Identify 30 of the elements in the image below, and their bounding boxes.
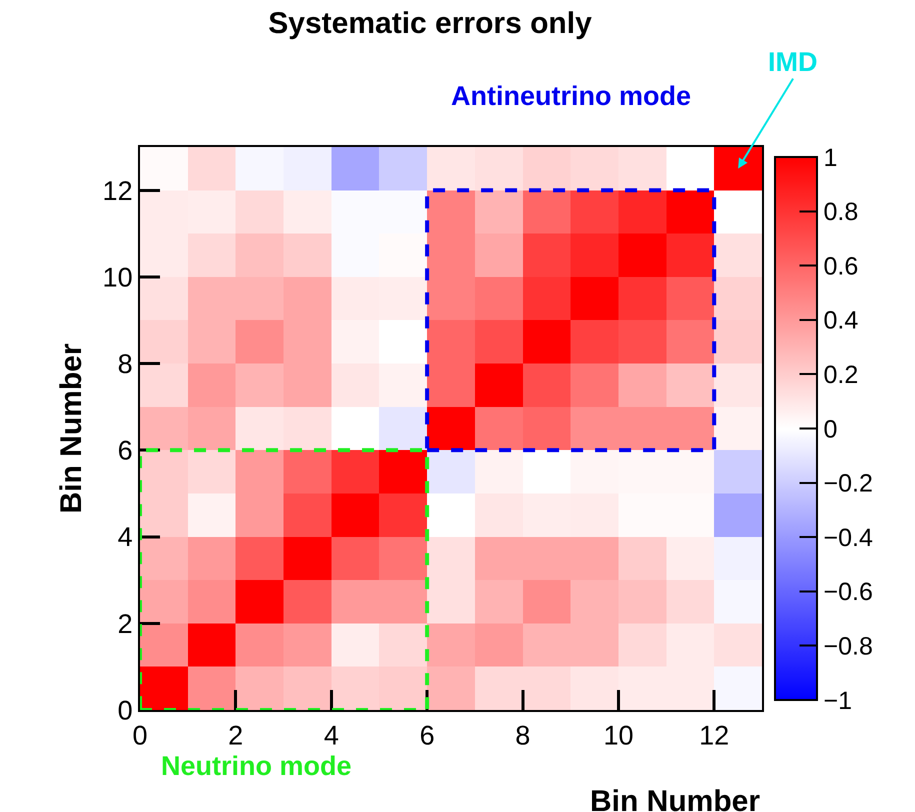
y-axis-title: Bin Number bbox=[55, 343, 88, 514]
chart-title: Systematic errors only bbox=[268, 7, 592, 40]
x-tick-label: 6 bbox=[420, 720, 435, 750]
color-bar-label: −1 bbox=[824, 686, 852, 715]
y-tick-label: 8 bbox=[118, 348, 133, 379]
x-axis-title: Bin Number bbox=[590, 785, 760, 812]
color-bar-label: 0.8 bbox=[824, 198, 858, 226]
color-bar-label: 1 bbox=[824, 144, 838, 172]
color-bar-label: −0.6 bbox=[824, 578, 873, 606]
y-tick-label: 12 bbox=[102, 176, 133, 206]
text: Antineutrino mode bbox=[451, 81, 691, 111]
color-bar-label: 0.4 bbox=[824, 306, 858, 335]
x-tick-label: 10 bbox=[603, 720, 634, 750]
color-bar-label: −0.8 bbox=[824, 632, 873, 660]
y-tick-label: 4 bbox=[118, 522, 133, 552]
x-tick-label: 4 bbox=[324, 720, 339, 750]
color-bar-label: 0 bbox=[824, 415, 838, 444]
color-bar-label: −0.4 bbox=[824, 524, 873, 552]
y-tick-label: 10 bbox=[102, 262, 133, 292]
color-bar-label: −0.2 bbox=[824, 470, 873, 498]
x-tick-label: 2 bbox=[228, 720, 244, 750]
color-bar-label: 0.6 bbox=[824, 252, 858, 280]
text: Neutrino mode bbox=[161, 751, 352, 781]
x-tick-label: 12 bbox=[699, 720, 730, 750]
x-tick-label: 8 bbox=[515, 720, 530, 750]
color-bar-label: 0.2 bbox=[824, 360, 858, 389]
y-tick-label: 2 bbox=[118, 608, 133, 639]
text: IMD bbox=[768, 47, 818, 77]
y-tick-label: 0 bbox=[118, 695, 133, 726]
y-tick-label: 6 bbox=[118, 436, 133, 466]
